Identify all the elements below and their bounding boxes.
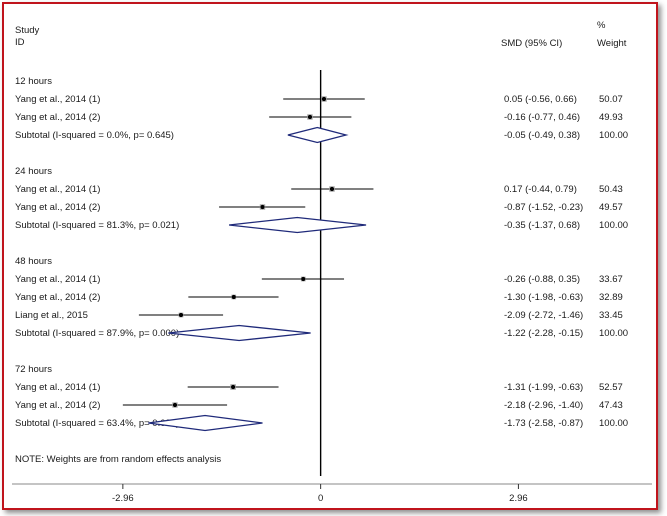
effect-ci-text: 0.05 (-0.56, 0.66) xyxy=(504,94,577,105)
header-id: ID xyxy=(15,37,25,48)
point-estimate xyxy=(321,96,327,102)
group-label: 72 hours xyxy=(15,364,52,375)
subtotal-weight-text: 100.00 xyxy=(599,130,628,141)
weight-text: 50.43 xyxy=(599,184,623,195)
weight-text: 52.57 xyxy=(599,382,623,393)
weight-text: 47.43 xyxy=(599,400,623,411)
subtotal-label: Subtotal (I-squared = 87.9%, p= 0.000) xyxy=(15,328,179,339)
study-label: Yang et al., 2014 (1) xyxy=(15,274,100,285)
group-label: 12 hours xyxy=(15,76,52,87)
study-label: Yang et al., 2014 (1) xyxy=(15,382,100,393)
study-label: Yang et al., 2014 (1) xyxy=(15,184,100,195)
subtotal-weight-text: 100.00 xyxy=(599,418,628,429)
subtotal-diamond xyxy=(287,126,349,144)
subtotal-label: Subtotal (I-squared = 0.0%, p= 0.645) xyxy=(15,130,174,141)
effect-ci-text: -0.87 (-1.52, -0.23) xyxy=(504,202,583,213)
effect-ci-text: -0.16 (-0.77, 0.46) xyxy=(504,112,580,123)
chart-frame: Study ID SMD (95% CI) % Weight 12 hours Y… xyxy=(2,2,658,510)
weight-text: 33.67 xyxy=(599,274,623,285)
x-axis: -2.96 0 2.96 xyxy=(12,483,652,504)
study-label: Yang et al., 2014 (2) xyxy=(15,400,100,411)
subtotal-diamond xyxy=(229,216,367,234)
effect-ci-text: -2.09 (-2.72, -1.46) xyxy=(504,310,583,321)
subtotal-ci-text: -0.05 (-0.49, 0.38) xyxy=(504,130,580,141)
study-label: Yang et al., 2014 (2) xyxy=(15,292,100,303)
header-effect: SMD (95% CI) xyxy=(501,38,562,49)
point-estimate xyxy=(260,204,265,210)
effect-ci-text: 0.17 (-0.44, 0.79) xyxy=(504,184,577,195)
subtotal-label: Subtotal (I-squared = 63.4%, p= 0.098) xyxy=(15,418,179,429)
point-estimate xyxy=(307,114,313,120)
weight-text: 33.45 xyxy=(599,310,623,321)
group-label: 24 hours xyxy=(15,166,52,177)
footnote: NOTE: Weights are from random effects an… xyxy=(15,454,221,465)
header-study: Study xyxy=(15,25,40,36)
header-percent: % xyxy=(597,20,606,31)
weight-text: 32.89 xyxy=(599,292,623,303)
study-label: Yang et al., 2014 (2) xyxy=(15,112,100,123)
effect-ci-text: -1.30 (-1.98, -0.63) xyxy=(504,292,583,303)
weight-text: 49.93 xyxy=(599,112,623,123)
weight-text: 49.57 xyxy=(599,202,623,213)
x-tick-label: 2.96 xyxy=(509,493,528,504)
study-label: Yang et al., 2014 (2) xyxy=(15,202,100,213)
forest-plot: Study ID SMD (95% CI) % Weight 12 hours Y… xyxy=(12,20,652,504)
point-estimate xyxy=(231,384,236,390)
subtotal-ci-text: -1.22 (-2.28, -0.15) xyxy=(504,328,583,339)
subtotal-diamond xyxy=(148,414,263,432)
study-label: Liang et al., 2015 xyxy=(15,310,88,321)
point-estimate xyxy=(172,402,178,408)
group-label: 48 hours xyxy=(15,256,52,267)
point-estimate xyxy=(301,276,306,282)
effect-ci-text: -0.26 (-0.88, 0.35) xyxy=(504,274,580,285)
x-tick-label: 0 xyxy=(318,493,323,504)
subtotal-ci-text: -0.35 (-1.37, 0.68) xyxy=(504,220,580,231)
point-estimate xyxy=(329,186,335,192)
subtotal-diamond xyxy=(168,324,311,342)
forest-rows: 12 hours Yang et al., 2014 (1) 0.05 (-0.56… xyxy=(15,70,628,476)
subtotal-ci-text: -1.73 (-2.58, -0.87) xyxy=(504,418,583,429)
point-estimate xyxy=(231,294,236,300)
weight-text: 50.07 xyxy=(599,94,623,105)
subtotal-weight-text: 100.00 xyxy=(599,220,628,231)
subtotal-label: Subtotal (I-squared = 81.3%, p= 0.021) xyxy=(15,220,179,231)
point-estimate xyxy=(178,312,184,318)
header-weight: Weight xyxy=(597,38,627,49)
effect-ci-text: -1.31 (-1.99, -0.63) xyxy=(504,382,583,393)
study-label: Yang et al., 2014 (1) xyxy=(15,94,100,105)
effect-ci-text: -2.18 (-2.96, -1.40) xyxy=(504,400,583,411)
subtotal-weight-text: 100.00 xyxy=(599,328,628,339)
x-tick-label: -2.96 xyxy=(112,493,134,504)
